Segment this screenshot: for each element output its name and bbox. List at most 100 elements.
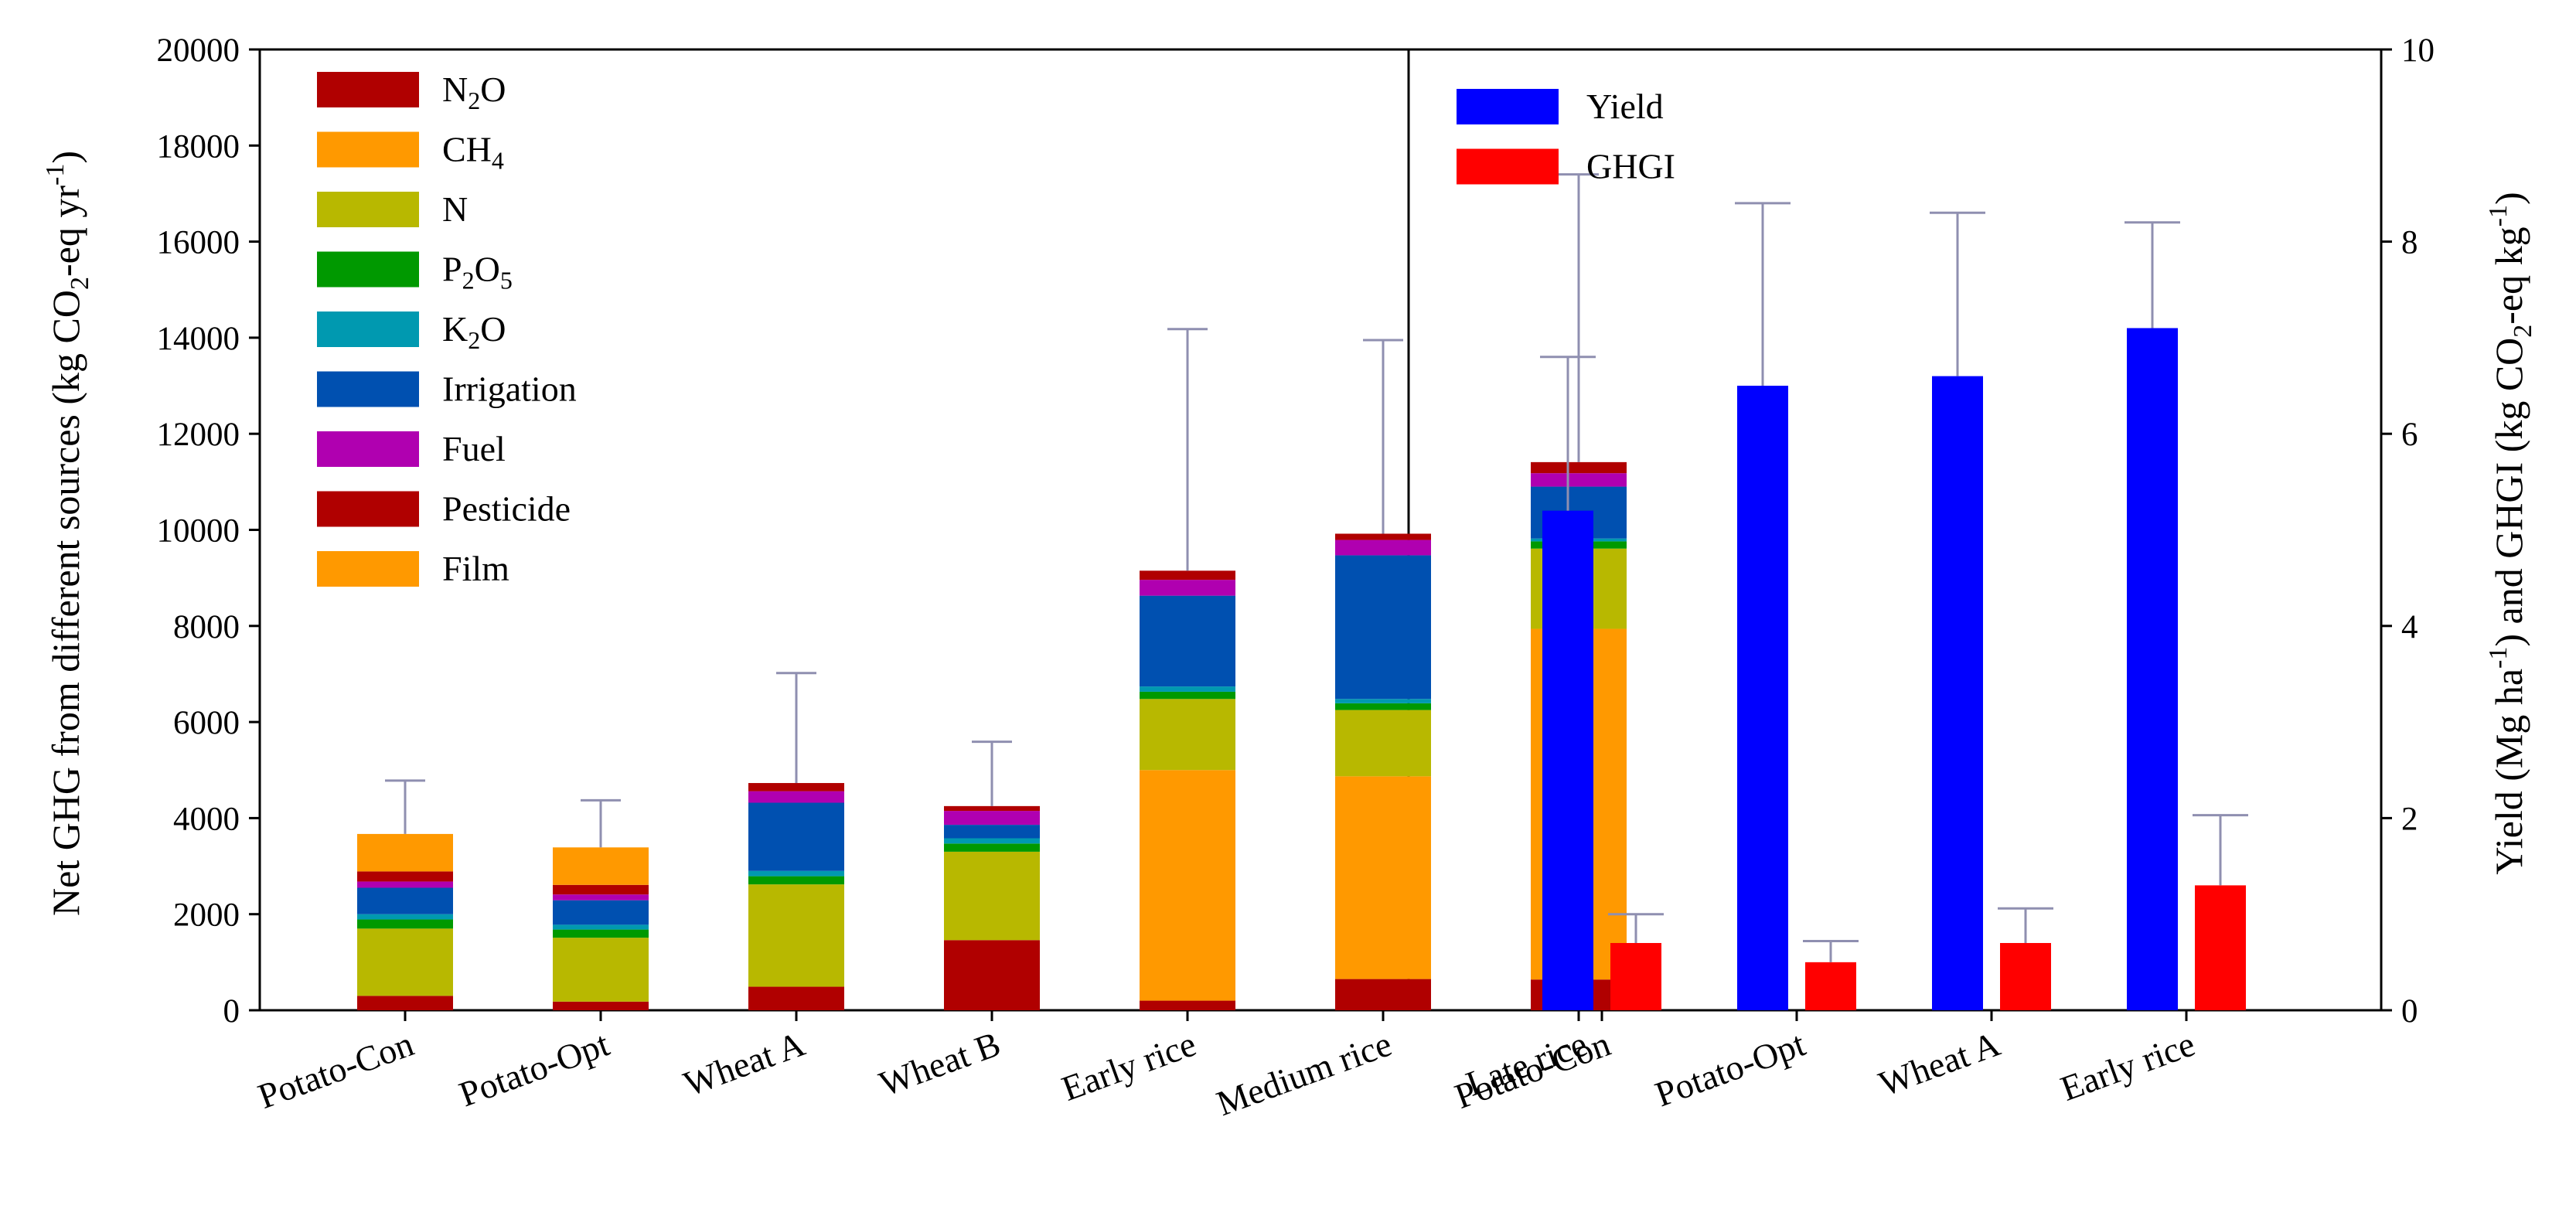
stacked-bars (357, 173, 1627, 1010)
bar-segment-n2o (944, 940, 1040, 1010)
right-y-axis: 0 2 4 6 8 10 (2381, 32, 2435, 1030)
bar-segment-pesticide (553, 884, 649, 895)
left-y-tick-label: 12000 (157, 417, 240, 453)
legend-label-yield: Yield (1586, 87, 1664, 126)
bar-segment-k2o (1335, 699, 1431, 703)
x-tick-label-early-rice: Early rice (1057, 1023, 1201, 1108)
x-tick-label-wheat-a: Wheat A (1874, 1023, 2005, 1103)
bar-segment-fuel (553, 894, 649, 900)
legend-swatch-fuel (317, 431, 419, 467)
legend-swatch-k2o (317, 312, 419, 347)
right-y-tick-label: 8 (2401, 225, 2418, 261)
bar-segment-p2o5 (357, 919, 453, 929)
bar-segment-film (357, 833, 453, 872)
legend-label-pesticide: Pesticide (442, 489, 571, 529)
bar-segment-p2o5 (1140, 691, 1235, 700)
bar-segment-p2o5 (553, 929, 649, 938)
x-tick-label-wheat-b: Wheat B (874, 1023, 1006, 1103)
bar-segment-irrigation (1335, 555, 1431, 700)
bar-segment-pesticide (1140, 570, 1235, 580)
left-y-tick-label: 10000 (157, 513, 240, 550)
x-tick-label-wheat-a: Wheat A (679, 1023, 810, 1103)
legend-label-ghgi: GHGI (1586, 147, 1675, 186)
bar-segment-fuel (944, 811, 1040, 826)
left-y-tick-label: 14000 (157, 321, 240, 357)
bar-segment-fuel (1335, 540, 1431, 556)
left-y-tick-label: 20000 (157, 32, 240, 69)
bar-segment-k2o (944, 838, 1040, 844)
bar-segment-n2o (1140, 1000, 1235, 1010)
legend-label-ch4: CH4 (442, 130, 504, 175)
bar-segment-k2o (748, 870, 844, 877)
legend-label-fuel: Fuel (442, 429, 506, 468)
bar-segment-n (1335, 710, 1431, 777)
x-tick-label-potato-con: Potato-Con (1450, 1023, 1615, 1116)
left-y-tick-label: 0 (223, 993, 240, 1030)
legend-swatch-yield (1457, 89, 1559, 124)
left-axis-title: Net GHG from different sources (kg CO2-e… (41, 151, 94, 916)
legend-label-film: Film (442, 549, 509, 588)
left-y-tick-label: 6000 (173, 705, 240, 741)
right-y-tick-label: 6 (2401, 417, 2418, 453)
bar-segment-pesticide (944, 805, 1040, 812)
x-tick-labels: Potato-Con Potato-Opt Wheat A Wheat B Early … (253, 1010, 2199, 1123)
legends: N2O CH4 N P2O5 K2O Irrigation Fuel Pesticide Fil… (317, 70, 1675, 588)
x-tick-label-potato-con: Potato-Con (253, 1023, 418, 1116)
bar-segment-pesticide (357, 871, 453, 882)
bar-segment-n2o (553, 1001, 649, 1010)
left-y-tick-label: 4000 (173, 801, 240, 837)
right-y-tick-label: 10 (2401, 32, 2435, 69)
right-plot-frame (1407, 48, 2383, 1012)
legend-label-n: N (442, 189, 468, 229)
x-tick-label-early-rice: Early rice (2056, 1023, 2200, 1108)
right-y-tick-label: 4 (2401, 609, 2418, 645)
bar-segment-p2o5 (944, 843, 1040, 852)
bar-ghgi (1610, 942, 1661, 1010)
bar-ghgi (2195, 885, 2246, 1010)
bar-segment-p2o5 (748, 876, 844, 885)
legend-label-k2o: K2O (442, 309, 506, 354)
bar-segment-fuel (1140, 580, 1235, 596)
bar-segment-irrigation (944, 825, 1040, 839)
legend-swatch-n2o (317, 72, 419, 107)
bar-segment-n2o (748, 986, 844, 1010)
bar-yield (1542, 510, 1593, 1010)
bar-segment-irrigation (357, 887, 453, 914)
left-y-tick-label: 16000 (157, 225, 240, 261)
legend-label-p2o5: P2O5 (442, 250, 513, 294)
bar-segment-n2o (1335, 979, 1431, 1010)
bar-segment-pesticide (1531, 461, 1627, 474)
legend-swatch-p2o5 (317, 251, 419, 288)
bar-segment-film (553, 847, 649, 885)
bar-segment-ch4 (1335, 776, 1431, 979)
bar-segment-n (553, 938, 649, 1002)
legend-swatch-ch4 (317, 131, 419, 168)
legend-swatch-ghgi (1457, 148, 1559, 185)
bar-segment-n (1140, 699, 1235, 771)
bar-segment-k2o (357, 914, 453, 920)
left-y-tick-label: 18000 (157, 128, 240, 165)
bar-segment-irrigation (553, 900, 649, 925)
legend-swatch-irrigation (317, 371, 419, 407)
bar-yield (1932, 376, 1983, 1010)
bar-segment-fuel (357, 881, 453, 888)
bar-segment-n (357, 928, 453, 996)
legend-label-n2o: N2O (442, 70, 506, 114)
bar-segment-n (748, 884, 844, 987)
legend-swatch-pesticide (317, 491, 419, 527)
yield-ghgi-bars (1540, 202, 2248, 1011)
right-axis-title: Yield (Mg ha-1) and GHGI (kg CO2-eq kg-1… (2484, 192, 2537, 874)
bar-segment-n2o (357, 996, 453, 1010)
legend-swatch-film (317, 551, 419, 587)
bar-segment-pesticide (748, 783, 844, 792)
x-tick-label-potato-opt: Potato-Opt (1650, 1023, 1810, 1114)
bar-segment-ch4 (1140, 770, 1235, 1001)
bar-segment-fuel (1531, 473, 1627, 487)
bar-segment-fuel (748, 791, 844, 803)
left-y-tick-label: 2000 (173, 897, 240, 934)
left-y-tick-label: 8000 (173, 609, 240, 645)
x-tick-label-potato-opt: Potato-Opt (454, 1023, 614, 1114)
legend-swatch-n (317, 192, 419, 227)
